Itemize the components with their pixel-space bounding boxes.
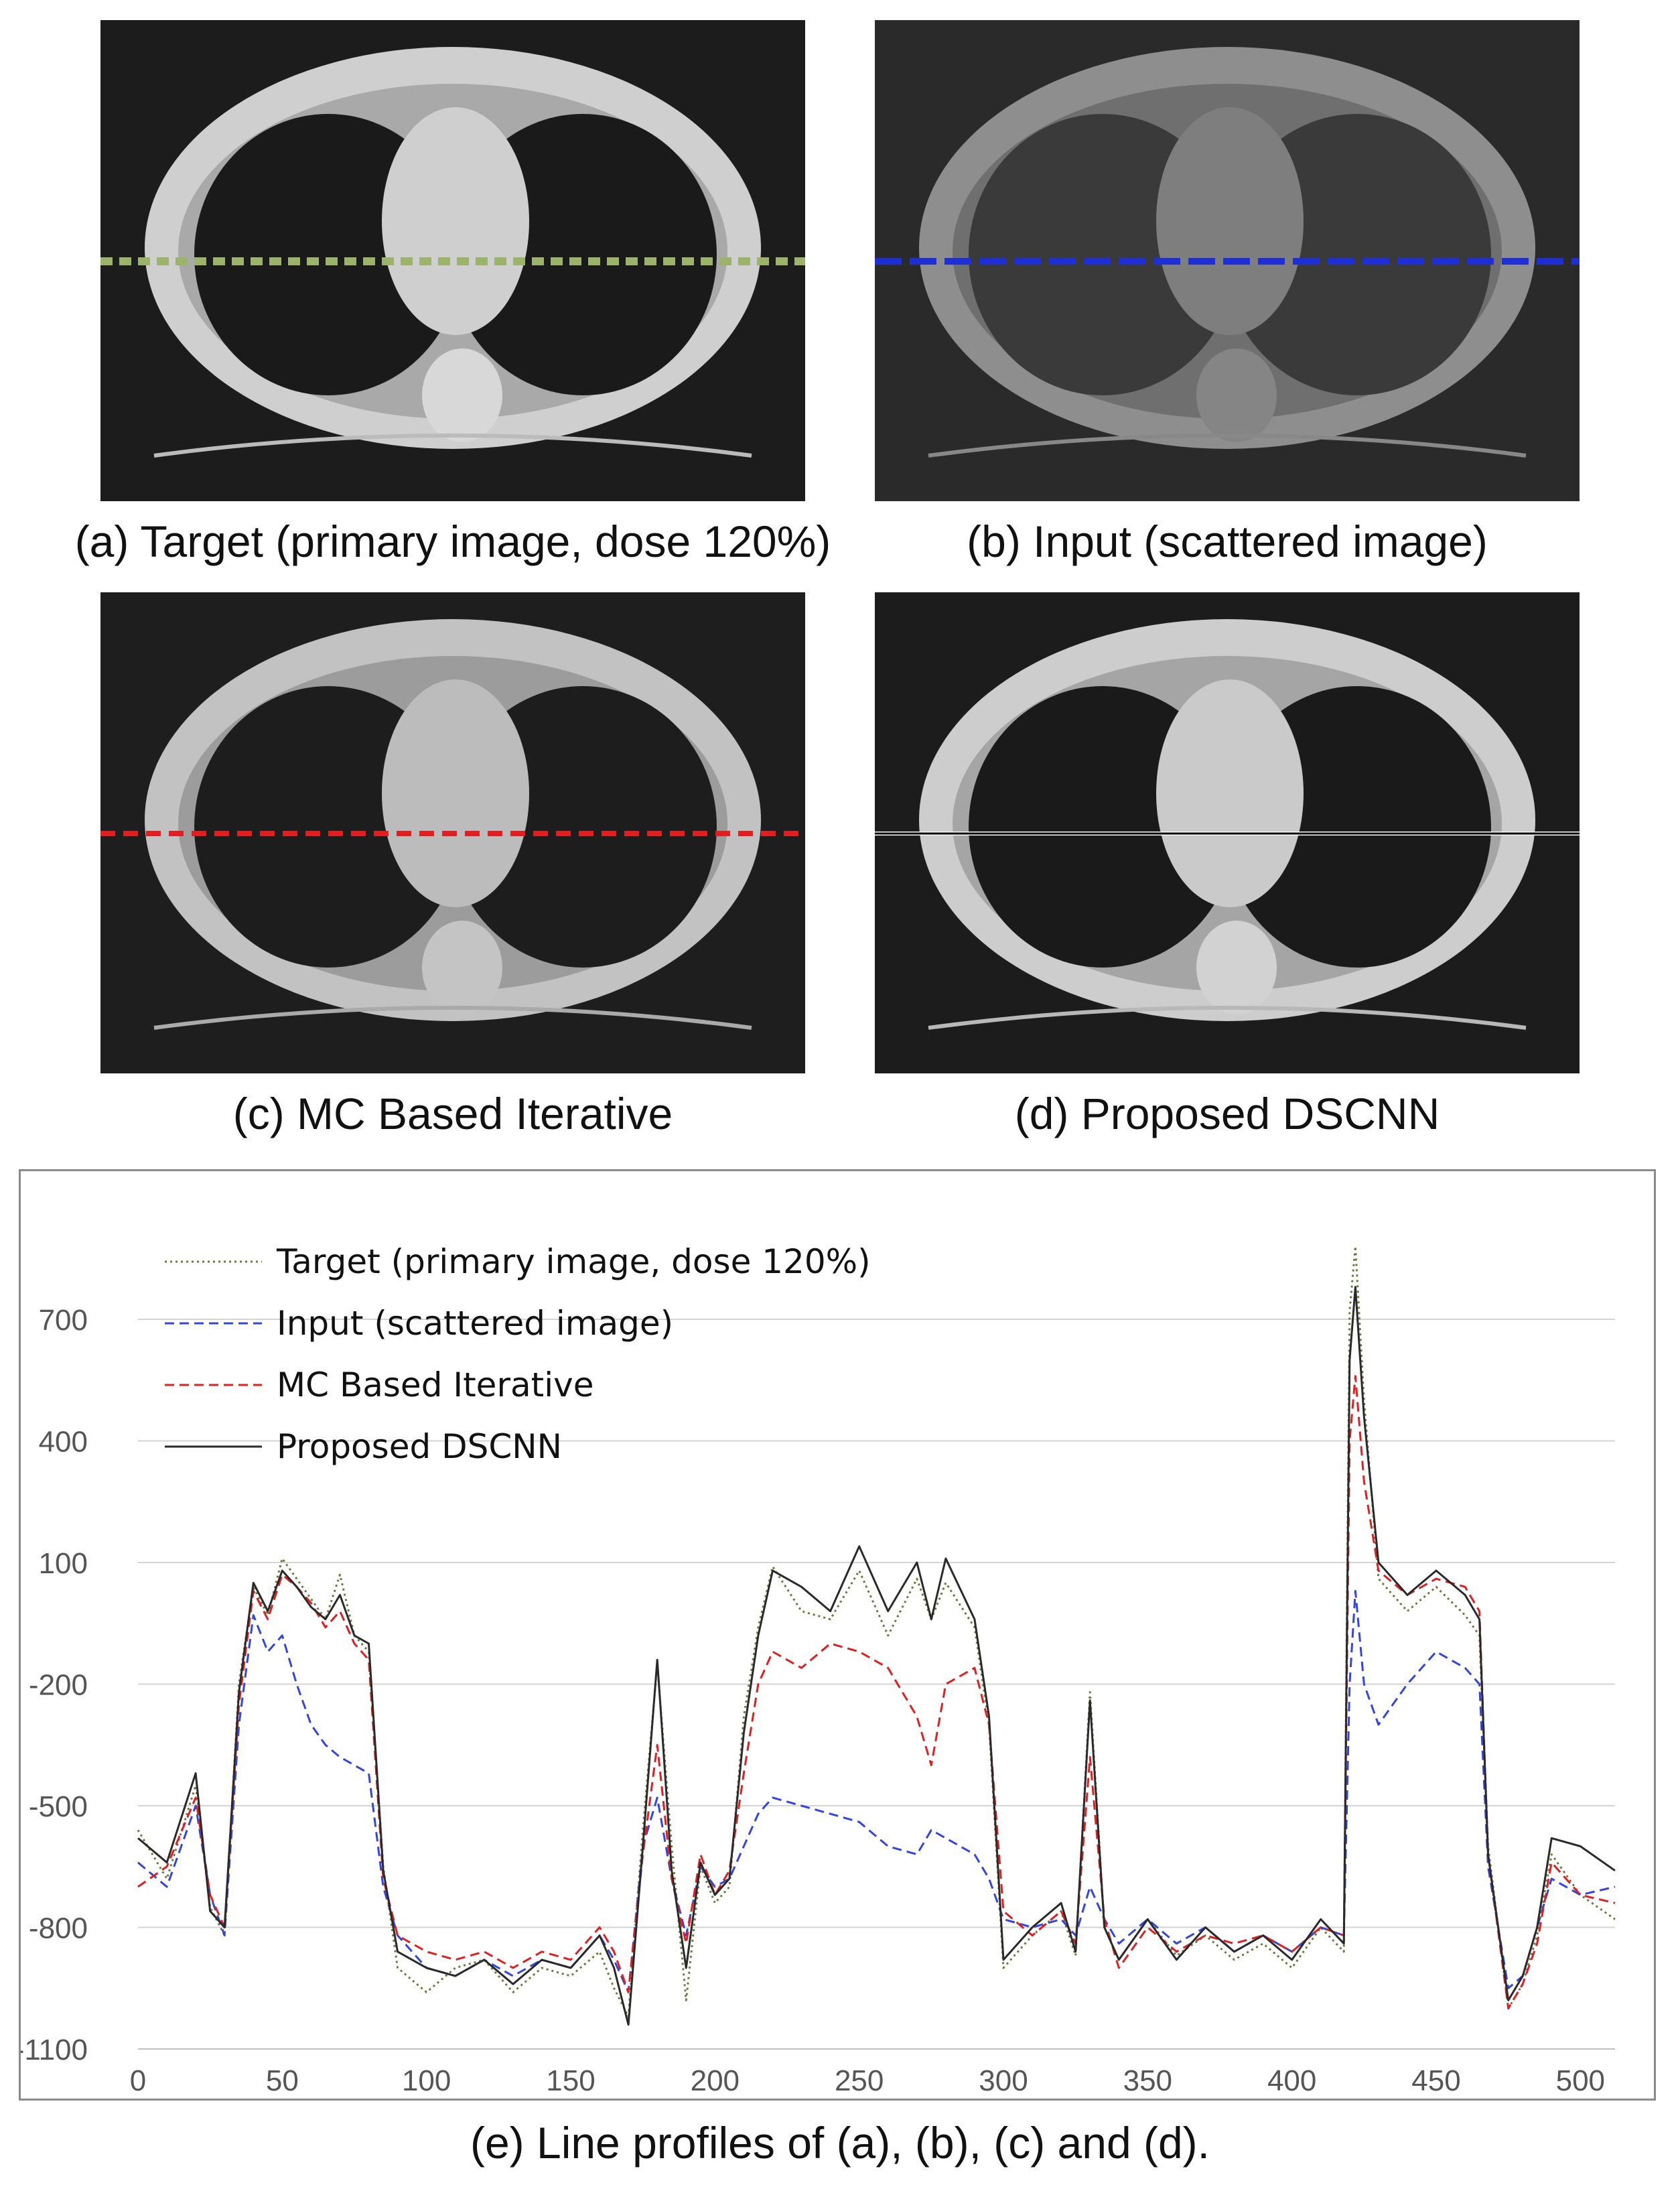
x-tick-label-4: 200 <box>691 2064 740 2097</box>
line-profile-chart: 700 400 100 -200 -500 -800 -1100 0 50 100 150 200 25… <box>21 1242 1616 2097</box>
y-tick-label-4: -500 <box>29 1790 88 1823</box>
line-profile-chart-frame: 700 400 100 -200 -500 -800 -1100 0 50 100 150 200 25… <box>19 1169 1656 2101</box>
y-tick-label-5: -800 <box>29 1912 88 1945</box>
y-tick-label-0: 700 <box>39 1304 88 1337</box>
series-line-3 <box>137 1286 1616 2026</box>
y-tick-label-1: 400 <box>39 1426 88 1459</box>
x-tick-label-6: 300 <box>979 2064 1028 2097</box>
ct-slice-dscnn <box>875 592 1580 1073</box>
legend-label-2: MC Based Iterative <box>277 1366 594 1404</box>
ct-slice-mc-iterative <box>100 592 805 1073</box>
x-tick-label-3: 150 <box>546 2064 595 2097</box>
legend-label-0: Target (primary image, dose 120%) <box>276 1242 871 1281</box>
ct-panel-d <box>875 592 1580 1073</box>
x-tick-label-1: 50 <box>266 2064 299 2097</box>
legend-label-3: Proposed DSCNN <box>277 1427 562 1466</box>
x-tick-label-2: 100 <box>402 2064 451 2097</box>
legend-label-1: Input (scattered image) <box>277 1304 673 1343</box>
figure-caption-e: (e) Line profiles of (a), (b), (c) and (… <box>470 2118 1210 2168</box>
caption-d: (d) Proposed DSCNN <box>1014 1089 1440 1138</box>
ct-slice-input <box>875 20 1580 501</box>
caption-a: (a) Target (primary image, dose 120%) <box>74 517 831 566</box>
x-tick-label-5: 250 <box>835 2064 884 2097</box>
series-line-1 <box>137 1589 1616 1993</box>
caption-c: (c) MC Based Iterative <box>232 1089 673 1138</box>
ct-slice-target <box>100 20 805 501</box>
caption-b: (b) Input (scattered image) <box>967 517 1488 566</box>
series-line-0 <box>137 1245 1616 2018</box>
y-tick-label-6: -1100 <box>21 2034 88 2066</box>
x-tick-label-10: 500 <box>1556 2064 1605 2097</box>
x-tick-label-9: 450 <box>1411 2064 1460 2097</box>
y-tick-label-3: -200 <box>29 1669 88 1702</box>
ct-panel-c <box>100 592 805 1073</box>
ct-panel-a <box>100 20 805 501</box>
x-tick-label-7: 350 <box>1123 2064 1172 2097</box>
y-tick-label-2: 100 <box>39 1547 88 1580</box>
x-tick-label-8: 400 <box>1267 2064 1316 2097</box>
x-tick-label-0: 0 <box>130 2064 146 2097</box>
series-line-2 <box>137 1375 1616 2009</box>
ct-panel-b <box>875 20 1580 501</box>
